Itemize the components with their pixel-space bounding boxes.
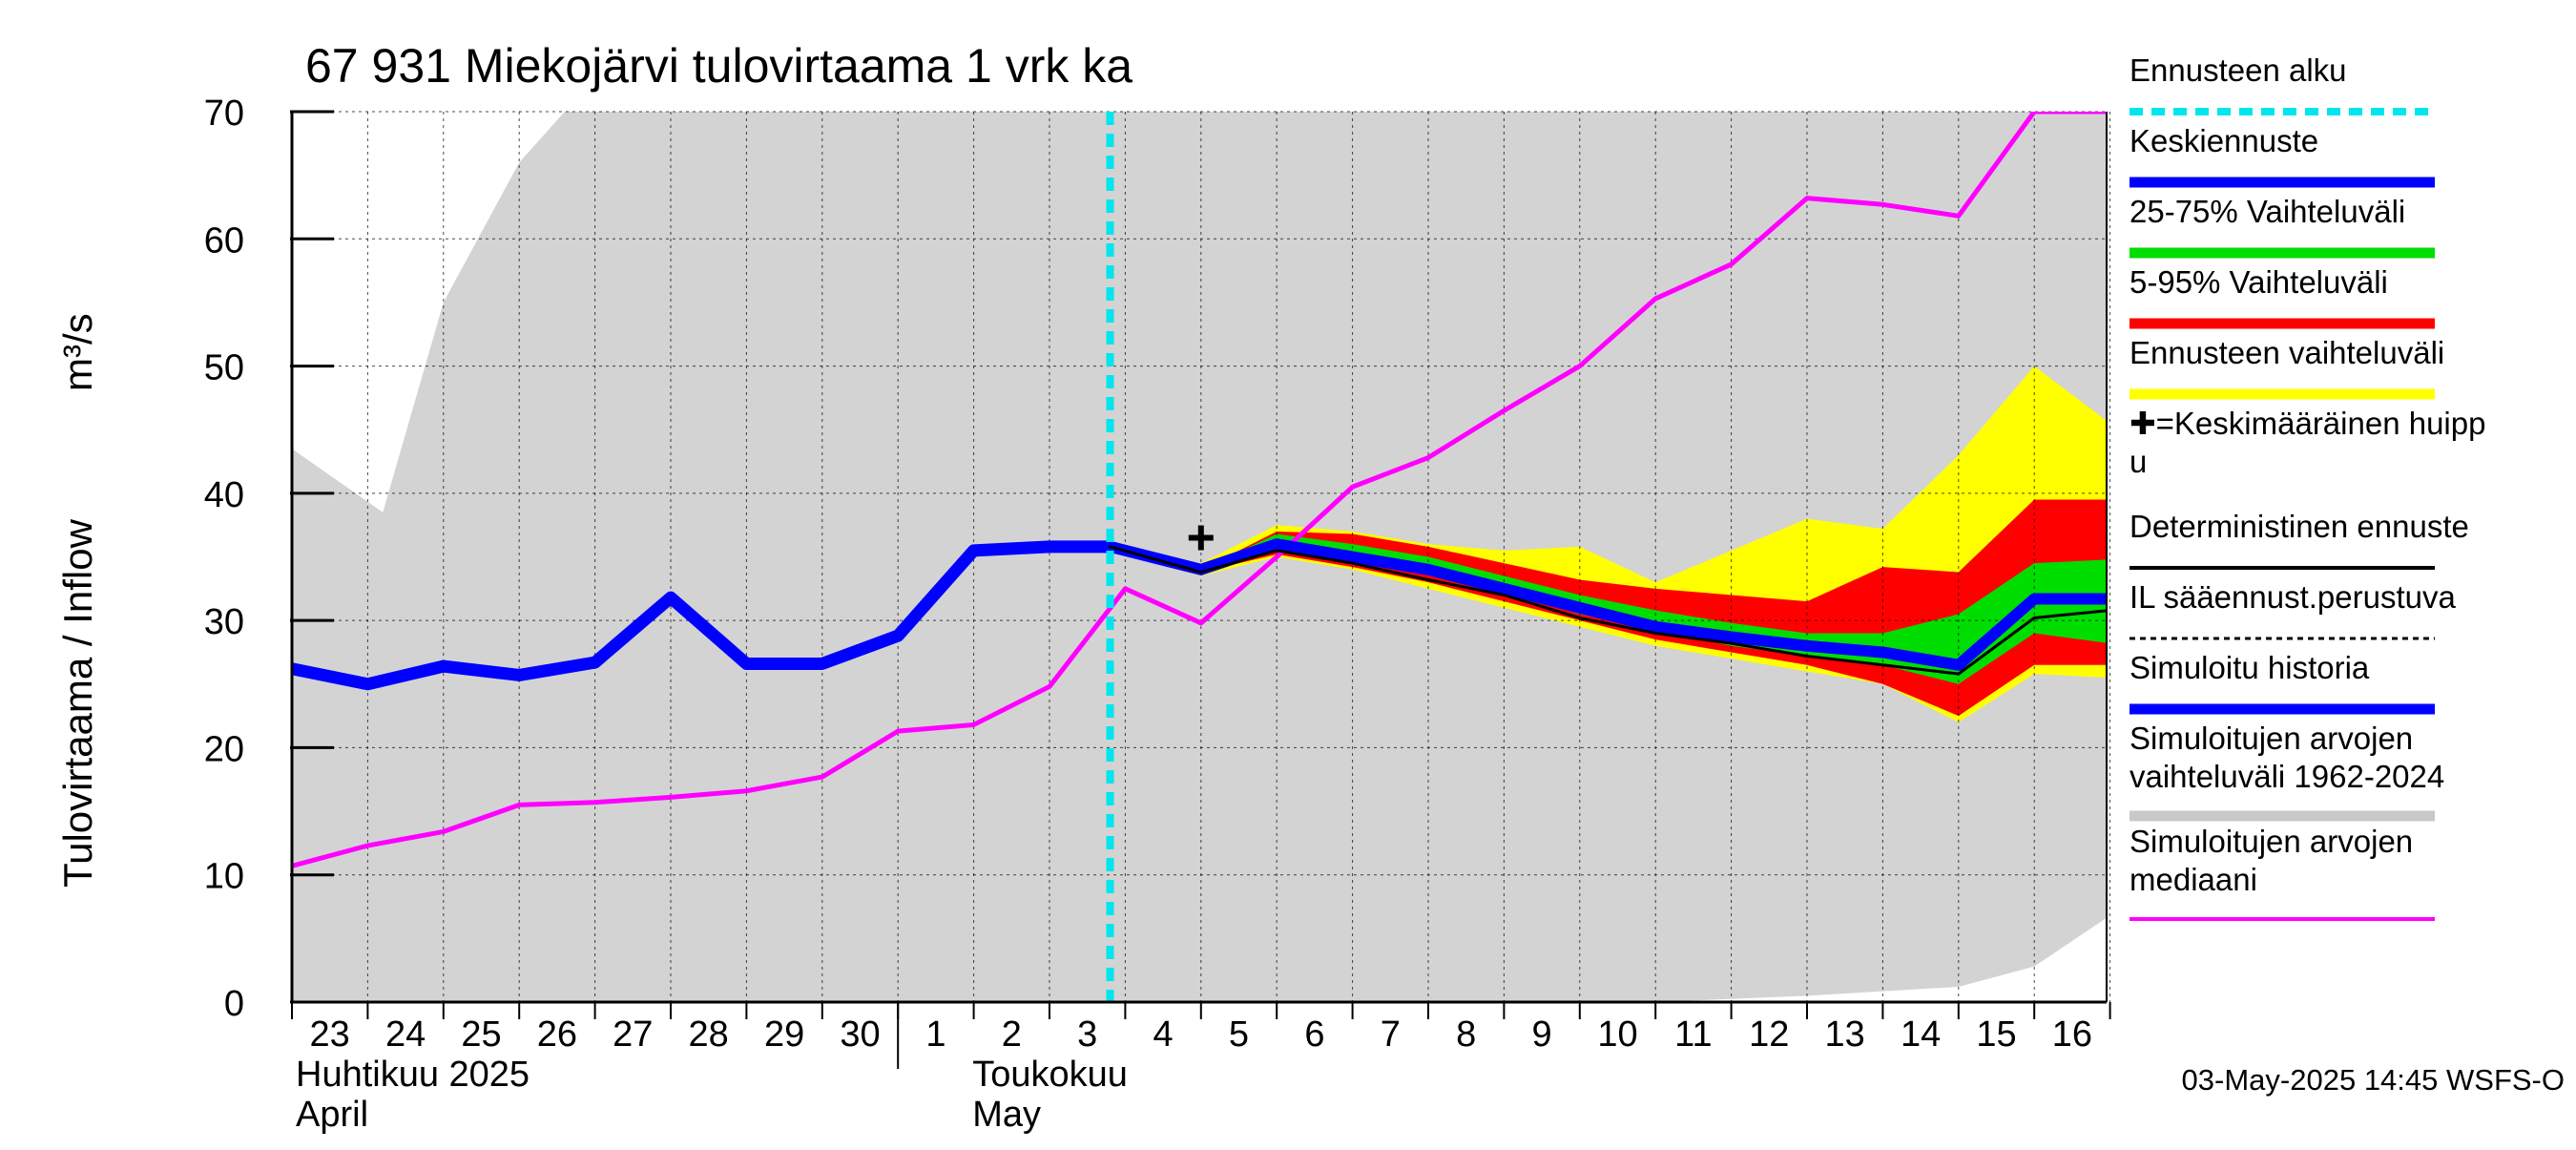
x-tick-label: 23	[310, 1014, 350, 1055]
y-tick-label: 50	[204, 348, 244, 388]
y-tick-label: 30	[204, 602, 244, 642]
x-tick-label: 26	[537, 1014, 577, 1055]
footer-timestamp: 03-May-2025 14:45 WSFS-O	[2182, 1063, 2565, 1097]
legend-label: Ennusteen vaihteluväli	[2129, 335, 2444, 370]
legend-label: 25-75% Vaihteluväli	[2129, 194, 2405, 229]
y-tick-label: 70	[204, 94, 244, 134]
month-label-fi: Toukokuu	[972, 1055, 1128, 1095]
series-line-keskiennuste	[1104, 538, 2107, 671]
legend-label: Simuloitu historia	[2129, 650, 2370, 685]
x-tick-label: 12	[1749, 1014, 1789, 1055]
band-simuloitujen-arvojen-vaihteluv-li-1962-2024	[292, 112, 2107, 1002]
legend-label: Simuloitujen arvojen	[2129, 824, 2413, 859]
legend-label-continued: u	[2129, 444, 2147, 479]
x-tick-label: 27	[613, 1014, 653, 1055]
series-line-simuloitujen-arvojen-mediaani	[292, 112, 2107, 868]
peak-marker	[1188, 525, 1214, 551]
legend-label: Keskiennuste	[2129, 123, 2318, 158]
x-tick-label: 29	[764, 1014, 804, 1055]
x-tick-label: 30	[840, 1014, 880, 1055]
series-line-simuloitu-historia	[292, 540, 1117, 691]
y-tick-label: 40	[204, 475, 244, 515]
legend-label: IL sääennust.perustuva	[2129, 579, 2456, 615]
x-tick-label: 28	[689, 1014, 729, 1055]
legend-label-continued: vaihteluväli 1962-2024	[2129, 759, 2444, 794]
x-tick-label: 11	[1674, 1014, 1712, 1055]
x-tick-label: 3	[1077, 1014, 1097, 1055]
x-tick-label: 4	[1153, 1014, 1174, 1055]
legend-label: Deterministinen ennuste	[2129, 509, 2469, 544]
x-tick-label: 14	[1901, 1014, 1941, 1055]
y-tick-label: 10	[204, 857, 244, 897]
chart-title: 67 931 Miekojärvi tulovirtaama 1 vrk ka	[305, 39, 1132, 93]
x-tick-label: 1	[925, 1014, 945, 1055]
x-tick-label: 25	[461, 1014, 501, 1055]
x-tick-label: 6	[1304, 1014, 1324, 1055]
x-tick-label: 16	[2052, 1014, 2092, 1055]
series-line-deterministinen-ennuste	[1109, 545, 2107, 676]
x-tick-label: 7	[1381, 1014, 1401, 1055]
x-tick-label: 10	[1597, 1014, 1637, 1055]
legend-label: Ennusteen alku	[2129, 52, 2347, 88]
y-axis-unit: m³/s	[55, 313, 100, 391]
x-tick-label: 5	[1229, 1014, 1249, 1055]
x-tick-label: 8	[1456, 1014, 1476, 1055]
x-tick-label: 13	[1825, 1014, 1865, 1055]
legend-label-continued: mediaani	[2129, 862, 2257, 897]
x-tick-label: 2	[1002, 1014, 1022, 1055]
legend-label: Simuloitujen arvojen	[2129, 721, 2413, 756]
legend-label: 5-95% Vaihteluväli	[2129, 264, 2388, 300]
x-tick-label: 9	[1532, 1014, 1552, 1055]
y-axis-label: Tulovirtaama / Inflow	[55, 518, 100, 888]
y-tick-label: 0	[224, 984, 244, 1024]
x-tick-label: 15	[1976, 1014, 2016, 1055]
y-tick-label: 20	[204, 729, 244, 769]
y-tick-label: 60	[204, 220, 244, 261]
legend-label: ✚=Keskimääräinen huipp	[2129, 406, 2485, 441]
month-label-fi: Huhtikuu 2025	[296, 1055, 530, 1095]
month-label-en: April	[296, 1095, 368, 1135]
month-label-en: May	[972, 1095, 1041, 1135]
x-tick-label: 24	[385, 1014, 426, 1055]
